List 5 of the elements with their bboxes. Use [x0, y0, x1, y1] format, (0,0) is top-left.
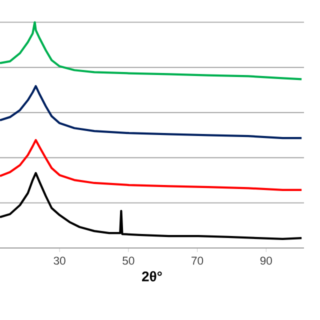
x-axis-title: 2θ° — [142, 271, 162, 282]
x-tick-label: 50 — [122, 256, 134, 265]
x-tick-label: 90 — [260, 256, 272, 265]
x-tick-label: 30 — [54, 256, 66, 265]
x-tick-label: 70 — [192, 256, 204, 265]
